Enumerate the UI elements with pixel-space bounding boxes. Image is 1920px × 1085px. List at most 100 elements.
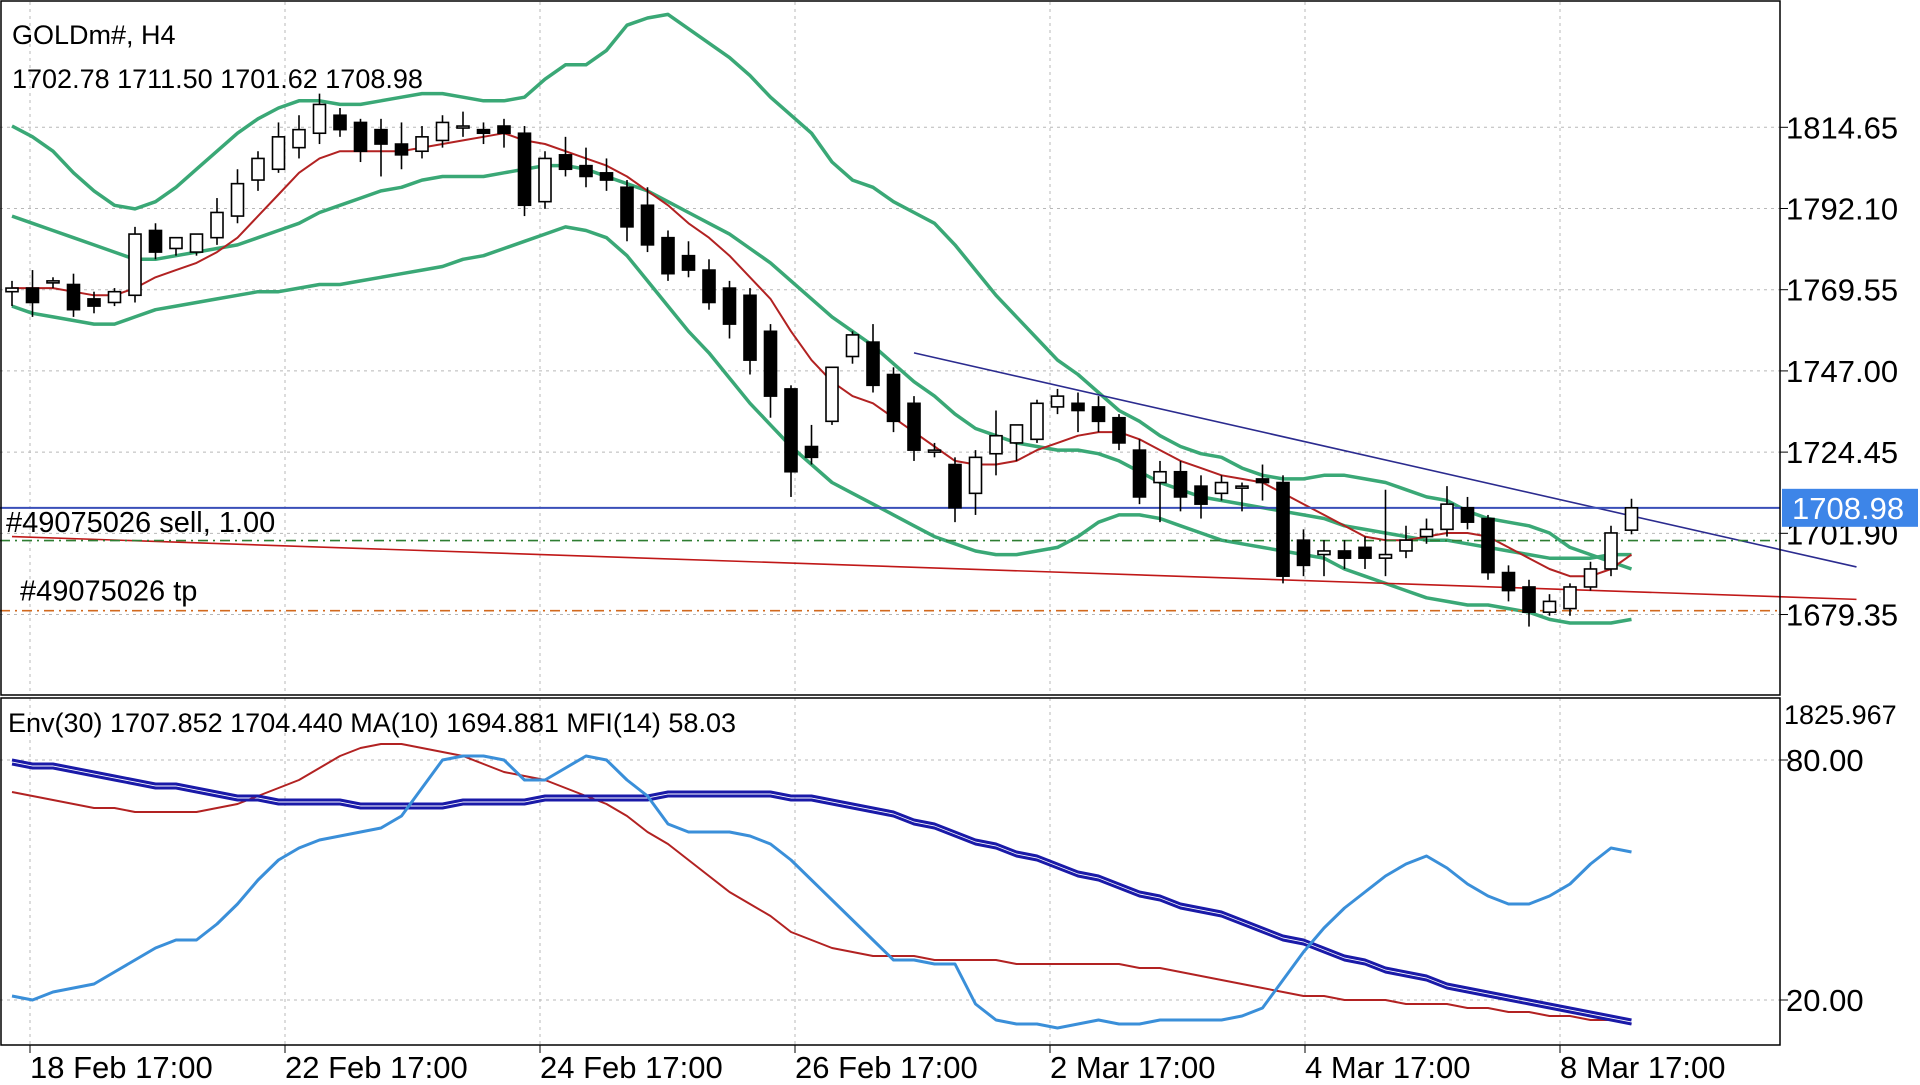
trend-lines xyxy=(11,352,1857,601)
candle xyxy=(87,291,101,314)
candle-body xyxy=(1091,406,1106,423)
bollinger-bands xyxy=(11,12,1633,625)
candle xyxy=(128,226,142,303)
candle-body xyxy=(476,128,491,135)
candle xyxy=(1276,475,1290,584)
candle-body xyxy=(333,114,347,131)
main-panel-border xyxy=(0,0,1781,696)
candle-body xyxy=(128,233,142,297)
candle-body xyxy=(25,287,40,304)
indicator-panel-border xyxy=(0,697,1781,1046)
candle xyxy=(1009,424,1024,461)
candle-body xyxy=(825,366,839,423)
candle xyxy=(66,273,81,317)
candle-body xyxy=(866,341,880,387)
candle xyxy=(476,122,491,145)
candle-body xyxy=(312,103,327,135)
candle xyxy=(1378,489,1393,577)
candle xyxy=(230,169,245,224)
candle-body xyxy=(1440,503,1454,531)
candle-body xyxy=(1173,470,1188,498)
candle-body xyxy=(1194,485,1208,505)
candle xyxy=(148,223,163,260)
candle-body xyxy=(497,125,511,135)
candle xyxy=(210,198,224,245)
candle-body xyxy=(620,186,634,228)
candle xyxy=(497,118,511,148)
candle-body xyxy=(538,157,552,203)
current-price-label: 1708.98 xyxy=(1792,491,1904,526)
candle xyxy=(1563,583,1577,616)
bollinger-middle-line xyxy=(11,163,1632,560)
ohlc-label: 1702.78 1711.50 1701.62 1708.98 xyxy=(12,64,423,94)
candle-body xyxy=(456,125,470,129)
candle-body xyxy=(681,254,696,271)
candle-body xyxy=(517,132,532,207)
candle-body xyxy=(107,290,122,304)
candle-body xyxy=(763,330,778,397)
candle-body xyxy=(66,283,81,311)
candle-body xyxy=(989,434,1003,455)
candle xyxy=(1132,439,1147,505)
candle xyxy=(169,236,183,256)
candle xyxy=(1501,565,1516,602)
price-ma-line xyxy=(12,132,1633,578)
indicator-top-right-label: 1825.967 xyxy=(1784,700,1897,730)
candle xyxy=(784,385,798,497)
bollinger-lower-line xyxy=(11,225,1632,625)
candle-body xyxy=(1071,402,1085,412)
candle-body xyxy=(1276,481,1290,577)
time-label: 26 Feb 17:00 xyxy=(795,1050,978,1080)
time-label: 2 Mar 17:00 xyxy=(1050,1050,1215,1080)
order-lines[interactable]: #49075026 sell, 1.00 #49075026 tp xyxy=(0,507,1780,612)
candle-body xyxy=(1624,507,1639,531)
candle-body xyxy=(1214,481,1229,495)
candle xyxy=(292,115,306,159)
candle-body xyxy=(743,294,757,361)
candle xyxy=(1030,399,1044,443)
candle-body xyxy=(415,136,429,153)
indicator-ma-line xyxy=(11,743,1632,1025)
indicator-label: Env(30) 1707.852 1704.440 MA(10) 1694.88… xyxy=(8,708,736,738)
candle xyxy=(968,450,983,515)
candle-body xyxy=(1337,550,1352,559)
candle xyxy=(1358,536,1372,569)
candle xyxy=(1255,464,1270,501)
candle xyxy=(333,108,347,137)
candle-body xyxy=(210,211,224,239)
candle-body xyxy=(251,157,265,181)
candle xyxy=(866,324,880,393)
candle-body xyxy=(292,128,306,149)
candle-body xyxy=(148,229,163,253)
mfi-line xyxy=(11,754,1632,1030)
candle xyxy=(640,187,655,253)
candle-body xyxy=(640,204,655,246)
candle-body xyxy=(230,182,245,217)
candle-body xyxy=(1378,553,1393,559)
time-label: 4 Mar 17:00 xyxy=(1305,1050,1470,1080)
candle-body xyxy=(189,233,204,253)
candle-body xyxy=(169,236,183,250)
candle-body xyxy=(1460,506,1475,523)
candle xyxy=(1112,414,1126,451)
sell-order-label: #49075026 sell, 1.00 xyxy=(6,507,275,539)
candle-body xyxy=(353,121,368,153)
candle xyxy=(1604,525,1618,577)
candle xyxy=(927,442,942,458)
candle xyxy=(1399,525,1413,559)
candle xyxy=(517,126,532,217)
candle-body xyxy=(87,298,101,307)
symbol-label: GOLDm#, H4 xyxy=(12,20,176,50)
price-tick-label: 1724.45 xyxy=(1786,435,1898,470)
candle-body xyxy=(374,128,388,145)
candle xyxy=(579,147,593,188)
candle-body xyxy=(1296,539,1311,567)
candle-body xyxy=(702,269,716,304)
candle-body xyxy=(886,373,901,423)
candle-body xyxy=(907,402,921,451)
candle-body xyxy=(579,164,593,178)
time-label: 24 Feb 17:00 xyxy=(540,1050,723,1080)
candle xyxy=(1235,482,1249,512)
